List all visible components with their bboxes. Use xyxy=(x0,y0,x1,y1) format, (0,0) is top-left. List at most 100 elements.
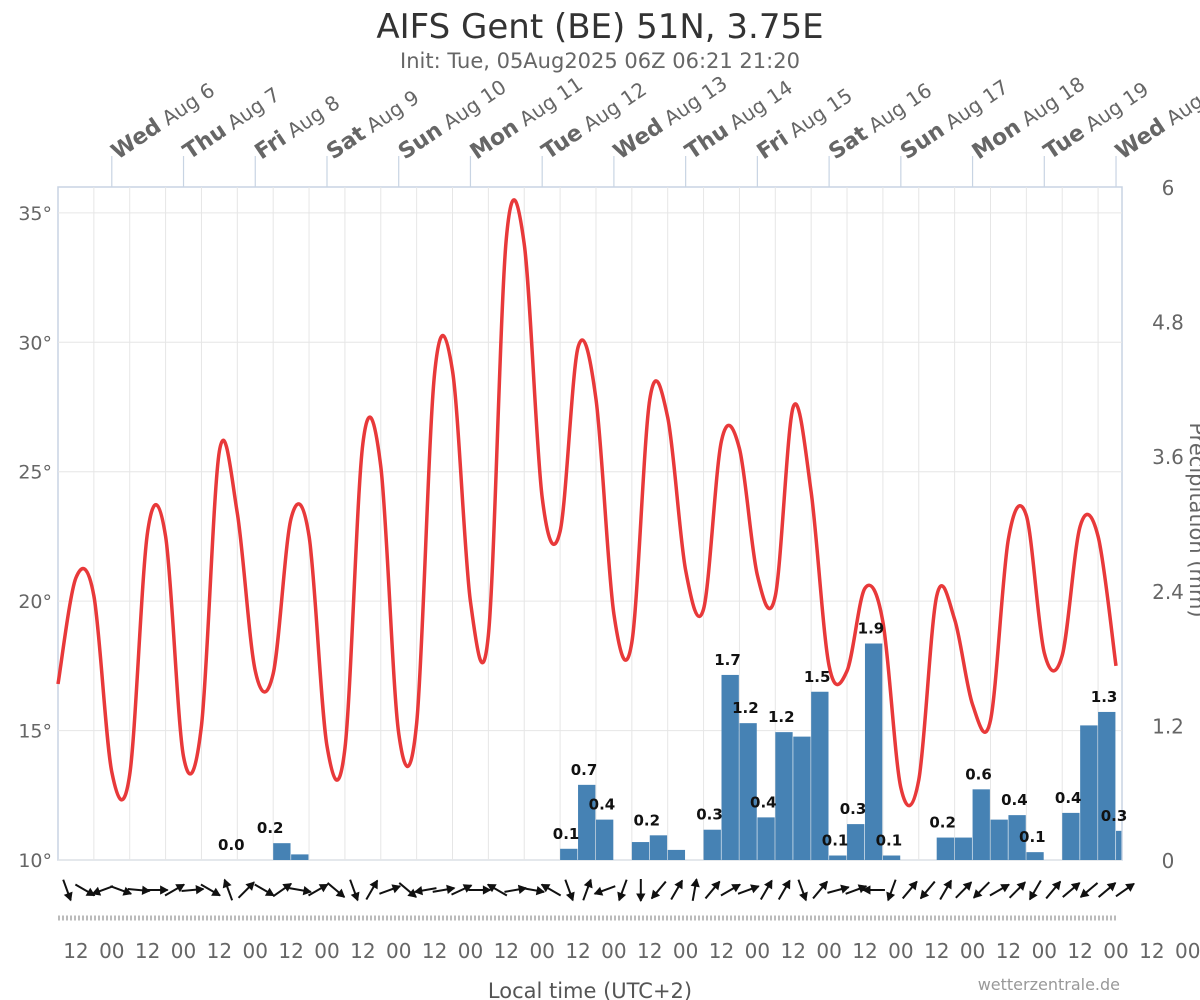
precip-data-label: 0.1 xyxy=(876,832,903,850)
y-right-tick-label: 4.8 xyxy=(1152,311,1184,335)
y-right-tick-label: 2.4 xyxy=(1152,580,1184,604)
hour-tick-label: 12 xyxy=(565,939,590,963)
wind-arrow-head xyxy=(462,884,473,893)
precip-data-label: 1.3 xyxy=(1091,688,1118,706)
wind-arrow-head xyxy=(651,889,661,900)
precip-bar xyxy=(829,855,847,860)
y-right-tick-label: 1.2 xyxy=(1152,714,1184,738)
precip-data-label: 1.2 xyxy=(732,699,759,717)
wind-arrow-head xyxy=(840,884,850,894)
grid xyxy=(57,186,1123,861)
wind-arrow-head xyxy=(886,891,896,902)
wind-arrow-head xyxy=(302,885,312,896)
hour-tick-label: 00 xyxy=(243,939,268,963)
precip-data-label: 0.1 xyxy=(553,825,580,843)
precip-data-label: 0.6 xyxy=(965,765,992,783)
wind-arrow-head xyxy=(91,886,102,896)
hour-tick-label: 12 xyxy=(637,939,662,963)
wind-arrow-head xyxy=(160,885,169,895)
precip-data-label: 1.5 xyxy=(804,668,831,686)
precip-bar xyxy=(793,736,811,860)
precip-bar xyxy=(954,837,972,860)
hour-tick-label: 00 xyxy=(601,939,626,963)
wind-arrow-head xyxy=(1070,882,1081,892)
wind-arrow-head xyxy=(391,884,402,894)
hour-tick-label: 12 xyxy=(422,939,447,963)
precip-bar xyxy=(1026,852,1044,860)
hour-tick-label: 00 xyxy=(888,939,913,963)
plot-frame xyxy=(57,186,1123,861)
precip-data-label: 0.4 xyxy=(1001,791,1028,809)
wind-arrow-head xyxy=(962,881,973,891)
y-axis-temperature: 10° 15° 20° 25° 30° 35° xyxy=(18,203,52,872)
precip-data-label: 0.3 xyxy=(840,800,867,818)
hour-tick-label: 12 xyxy=(494,939,519,963)
wind-arrow-head xyxy=(798,891,808,902)
credit-text: wetterzentrale.de xyxy=(978,975,1120,994)
wind-arrow-head xyxy=(781,879,791,890)
precip-data-label: 0.4 xyxy=(589,796,616,814)
wind-arrow-head xyxy=(1000,883,1010,893)
wind-arrow-head xyxy=(764,879,773,890)
wind-arrow-head xyxy=(943,879,952,890)
precip-bar xyxy=(847,824,865,860)
chart-subtitle: Init: Tue, 05Aug2025 06Z 06:21 21:20 xyxy=(400,49,800,73)
y-left-tick-label: 20° xyxy=(18,591,52,613)
hour-tick-label: 00 xyxy=(171,939,196,963)
precip-bar xyxy=(1116,830,1122,860)
hour-tick-label: 00 xyxy=(673,939,698,963)
precip-bar xyxy=(291,854,309,860)
y-right-tick-label: 6 xyxy=(1162,176,1175,200)
hour-tick-label: 00 xyxy=(386,939,411,963)
wind-arrow-head xyxy=(565,891,575,902)
wind-arrow-head xyxy=(195,885,205,895)
precip-data-label: 0.2 xyxy=(929,814,956,832)
hour-tick-label: 00 xyxy=(1032,939,1057,963)
wind-arrow-head xyxy=(617,891,627,902)
wind-arrow-head xyxy=(335,888,346,898)
wind-arrow-head xyxy=(413,885,424,896)
precip-data-label: 1.7 xyxy=(714,651,741,669)
precip-bar xyxy=(811,691,829,860)
precip-bar xyxy=(649,835,668,860)
precip-bar xyxy=(972,789,990,860)
precip-bar xyxy=(936,837,955,860)
precip-data-label: 0.1 xyxy=(822,832,849,850)
hour-tick-label: 00 xyxy=(529,939,554,963)
wind-arrow-head xyxy=(407,888,417,898)
x-axis-title: Local time (UTC+2) xyxy=(488,979,692,1000)
hour-tick-label: 12 xyxy=(63,939,88,963)
wind-arrow-head xyxy=(690,878,700,888)
precip-data-label: 1.9 xyxy=(858,620,885,638)
precip-data-label: 0.4 xyxy=(750,793,777,811)
wind-arrow-head xyxy=(1051,880,1062,891)
wind-arrow-head xyxy=(482,885,492,895)
day-label-date: Aug 20 xyxy=(1156,71,1200,134)
wind-arrow-head xyxy=(1106,882,1117,892)
wind-arrow-head xyxy=(369,879,378,890)
temperature-series xyxy=(56,198,1118,808)
hour-tick-label: 00 xyxy=(1103,939,1128,963)
wind-arrow-head xyxy=(222,878,232,889)
hour-tick-label: 12 xyxy=(852,939,877,963)
precip-data-label: 0.3 xyxy=(1101,807,1128,825)
wind-arrow-head xyxy=(818,880,828,891)
wind-arrow-head xyxy=(318,883,329,893)
wind-arrow-head xyxy=(583,878,593,889)
wind-arrow-head xyxy=(122,886,133,896)
y-right-tick-label: 0 xyxy=(1162,849,1175,873)
precip-bar xyxy=(1008,815,1026,860)
precip-bar xyxy=(882,855,901,860)
hour-tick-label: 12 xyxy=(709,939,734,963)
y-left-tick-label: 10° xyxy=(18,850,52,872)
hour-tick-label: 00 xyxy=(816,939,841,963)
wind-arrow-head xyxy=(211,887,221,897)
wind-arrow-head xyxy=(636,893,646,903)
hour-tick-label: 12 xyxy=(1139,939,1164,963)
wind-arrow-head xyxy=(593,886,604,896)
hour-tick-label: 12 xyxy=(350,939,375,963)
y-left-tick-label: 35° xyxy=(18,203,52,225)
hour-axis-bottom: 12 00 12 00 12 00 12 00 12 00 12 00 12 00 12 00 12 00 12 00… xyxy=(63,939,1200,963)
wind-arrow-head xyxy=(535,885,546,896)
